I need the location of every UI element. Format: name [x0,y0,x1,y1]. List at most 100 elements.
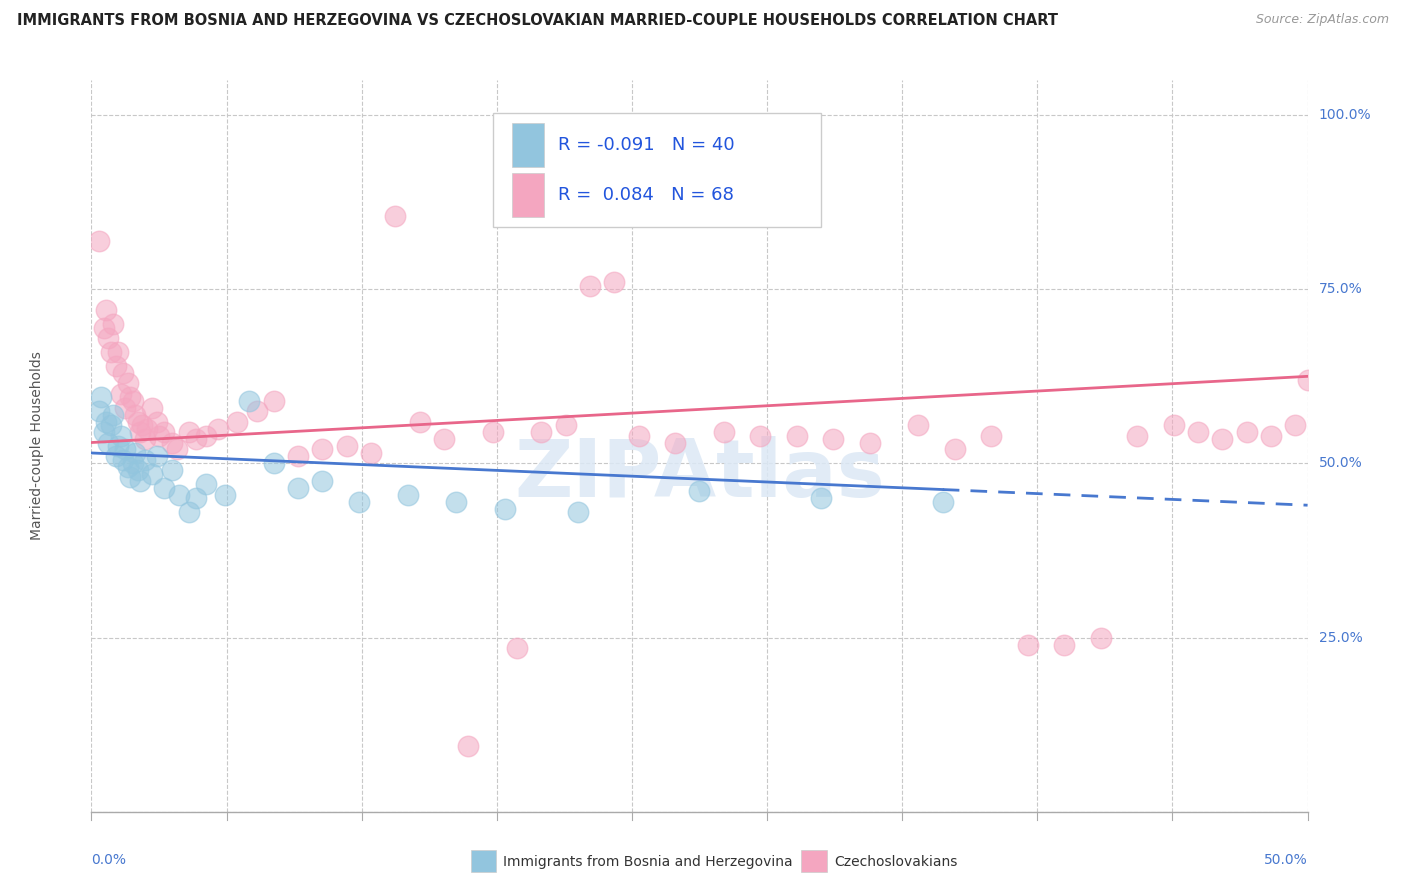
Point [131,418,153,433]
Point [1211,432,1233,446]
FancyBboxPatch shape [512,123,544,167]
Point [664,435,686,450]
Point [117,376,139,391]
Text: Immigrants from Bosnia and Herzegovina: Immigrants from Bosnia and Herzegovina [503,855,793,869]
Point [120,470,142,484]
Point [433,432,456,446]
Point [97,331,120,345]
Point [859,435,882,450]
Point [127,415,149,429]
Text: 25.0%: 25.0% [1319,631,1362,645]
Point [287,450,309,464]
Point [114,401,136,415]
Point [153,425,176,439]
Point [907,418,929,433]
Text: Source: ZipAtlas.com: Source: ZipAtlas.com [1256,13,1389,27]
Point [347,494,370,508]
Point [107,345,129,359]
Point [980,428,1002,442]
Point [124,408,146,422]
Point [1053,638,1076,652]
Point [810,491,832,506]
Point [1187,425,1209,439]
Point [1090,631,1112,645]
Point [166,442,188,457]
Point [603,275,626,289]
Point [97,435,120,450]
Point [360,446,382,460]
Point [94,303,117,318]
Point [124,446,146,460]
Text: IMMIGRANTS FROM BOSNIA AND HERZEGOVINA VS CZECHOSLOVAKIAN MARRIED-COUPLE HOUSEHO: IMMIGRANTS FROM BOSNIA AND HERZEGOVINA V… [17,13,1057,29]
Point [160,463,183,477]
Point [120,390,142,404]
Point [160,435,183,450]
Point [121,457,143,471]
Point [506,640,529,655]
Point [87,404,110,418]
FancyBboxPatch shape [512,173,544,217]
Point [87,234,110,248]
Point [114,442,136,457]
Point [396,488,419,502]
Point [100,418,122,433]
Text: 50.0%: 50.0% [1264,854,1308,867]
Point [100,345,122,359]
Point [153,481,176,495]
Point [409,415,432,429]
Text: 0.0%: 0.0% [91,854,127,867]
Point [110,428,132,442]
Text: 50.0%: 50.0% [1319,457,1362,470]
Text: 75.0%: 75.0% [1319,282,1362,296]
Point [194,477,217,491]
Point [786,428,808,442]
Point [384,209,406,223]
Point [103,317,125,331]
Point [931,494,953,508]
Point [481,425,503,439]
Point [713,425,735,439]
Point [444,494,467,508]
Point [111,453,134,467]
Point [823,432,845,446]
Point [688,484,710,499]
Point [457,739,479,753]
Point [194,428,217,442]
Point [129,474,152,488]
Point [207,421,229,435]
Point [1017,638,1039,652]
Point [1126,428,1149,442]
Point [134,453,156,467]
Point [110,386,132,401]
Point [90,390,112,404]
Point [136,421,159,435]
Point [554,418,576,433]
Text: 100.0%: 100.0% [1319,108,1371,122]
Text: ZIPAtlas: ZIPAtlas [515,436,884,515]
Point [263,393,285,408]
Point [567,505,589,519]
Point [579,278,602,293]
Point [246,404,269,418]
Point [184,491,207,506]
Text: Married-couple Households: Married-couple Households [30,351,44,541]
Point [104,450,127,464]
Point [1296,373,1319,387]
Point [93,320,115,334]
Point [117,459,139,474]
Point [146,415,169,429]
Point [177,505,200,519]
Point [311,474,333,488]
Text: R =  0.084   N = 68: R = 0.084 N = 68 [558,186,734,204]
Point [1260,428,1282,442]
Point [148,428,170,442]
Point [103,408,125,422]
Point [127,463,149,477]
Point [121,393,143,408]
Point [311,442,333,457]
Point [141,401,163,415]
Point [749,428,772,442]
Point [943,442,966,457]
Text: R = -0.091   N = 40: R = -0.091 N = 40 [558,136,735,154]
Point [167,488,190,502]
